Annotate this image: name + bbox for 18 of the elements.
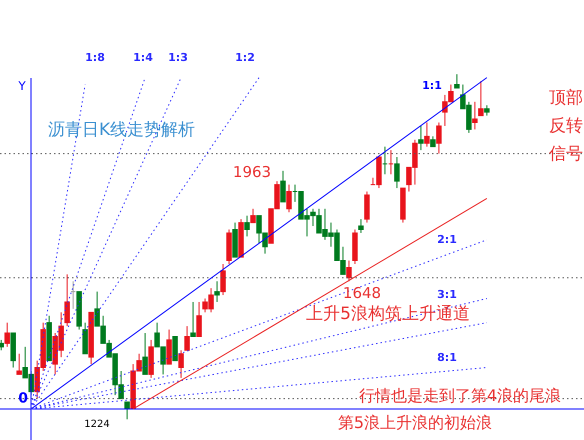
annotation: 第5浪上升浪的初始浪 (338, 413, 492, 432)
annotation: 1224 (84, 419, 110, 430)
series-label: 1:8 (85, 51, 105, 64)
series-label: 8:1 (437, 351, 457, 364)
series-label: 1:4 (133, 51, 154, 64)
series-label: 1:1 (422, 79, 442, 92)
series-label: 1:3 (168, 51, 188, 64)
ref-line-label: 0 (18, 390, 28, 407)
series-label: 3:1 (437, 288, 457, 301)
annotation: 上升5浪构筑上升通道 (306, 304, 470, 324)
series-label: 1:2 (235, 51, 255, 64)
annotation: 1648 (342, 284, 382, 302)
annotation: Y (17, 79, 26, 93)
text: 顶部反转信号 (549, 88, 583, 164)
text: 沥青日K线走势解析 (48, 120, 196, 140)
series-label: 2:1 (437, 233, 457, 246)
annotation: 行情也是走到了第4浪的尾浪 (358, 386, 562, 405)
annotation: 1963 (232, 163, 272, 181)
